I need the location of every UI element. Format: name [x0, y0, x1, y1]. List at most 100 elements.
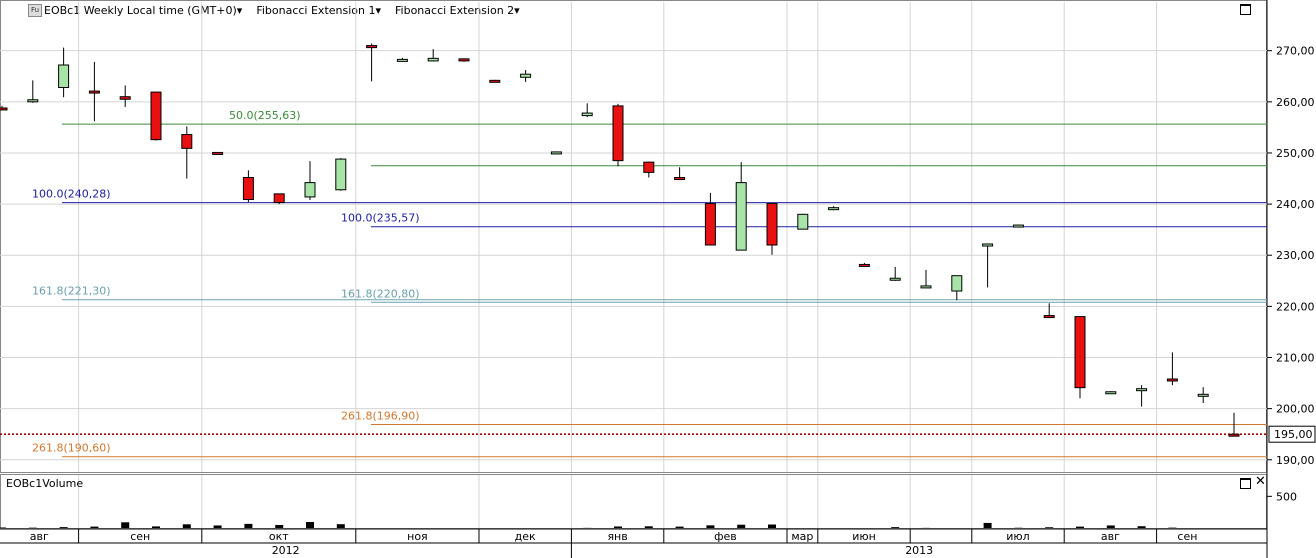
volume-pane-title: EOBc1Volume: [6, 477, 84, 490]
fib-level-label: 50.0(255,63): [229, 109, 301, 122]
candle-body: [212, 151, 224, 155]
candle-body: [643, 161, 655, 173]
maximize-price-pane-button[interactable]: [1240, 4, 1251, 15]
volume-bar: [644, 526, 653, 528]
volume-bar: [1137, 526, 1146, 528]
last-price-label: 195,00: [1274, 428, 1313, 441]
candle-body: [797, 213, 809, 230]
symbol-badge[interactable]: Fu: [28, 4, 42, 17]
month-label: окт: [269, 530, 289, 543]
candle-body: [1197, 393, 1209, 397]
volume-bar: [891, 527, 900, 528]
candle-body: [1166, 378, 1178, 382]
volume-bar: [182, 524, 191, 528]
candle-body: [242, 177, 254, 200]
fib-level-label: 261.8(190,60): [32, 442, 111, 455]
candle-body: [58, 64, 70, 88]
y-tick-label: 260,00: [1276, 96, 1315, 109]
chart-header: EOBc1 Weekly Local time (GMT+0)▾ Fibonac…: [44, 2, 520, 18]
y-tick-label: 190,00: [1276, 454, 1315, 467]
month-label: сен: [130, 530, 150, 543]
chart-title[interactable]: EOBc1 Weekly Local time (GMT+0)▾: [44, 3, 243, 17]
volume-bar: [1106, 525, 1115, 528]
month-label: авг: [1101, 530, 1120, 543]
candle-body: [612, 105, 624, 162]
candle-body: [396, 58, 408, 62]
month-label: фев: [714, 530, 737, 543]
month-label: сен: [1177, 530, 1197, 543]
candle-body: [735, 182, 747, 251]
candle-body: [366, 45, 378, 49]
y-tick-label: 220,00: [1276, 300, 1315, 313]
volume-bar: [306, 521, 314, 528]
fib-level-label: 261.8(196,90): [341, 409, 420, 422]
candle-body: [1228, 433, 1240, 437]
month-label: дек: [515, 530, 536, 543]
candle-body: [1136, 388, 1148, 392]
candle-body: [27, 99, 39, 103]
candle-body: [704, 203, 716, 246]
candle-body: [581, 112, 593, 117]
price-pane-frame: [0, 0, 1267, 473]
fib-level-label: 161.8(221,30): [32, 285, 111, 298]
y-tick-label: 200,00: [1276, 403, 1315, 416]
volume-bar: [614, 526, 622, 528]
candle-body: [335, 158, 347, 191]
y-tick-label: 230,00: [1276, 249, 1315, 262]
candle-body: [181, 134, 193, 149]
y-tick-label: 240,00: [1276, 198, 1315, 211]
volume-bar: [737, 524, 746, 528]
volume-bar: [244, 523, 253, 528]
candle-body: [150, 91, 162, 141]
candle-body: [1105, 391, 1117, 395]
fib-level-label: 100.0(240,28): [32, 188, 111, 201]
candle-body: [1074, 316, 1086, 389]
candle-body: [1012, 224, 1024, 228]
volume-bar: [336, 524, 345, 528]
candle-body: [982, 243, 994, 247]
candle-body: [1043, 315, 1055, 319]
study-fib-extension-1[interactable]: Fibonacci Extension 1▾: [256, 3, 382, 17]
candle-body: [0, 107, 8, 111]
candle-body: [951, 275, 963, 292]
candle-body: [489, 79, 501, 83]
volume-bar: [983, 522, 992, 528]
volume-bar: [1076, 526, 1084, 528]
month-label: мар: [791, 530, 813, 543]
fib-level-label: 161.8(220,80): [341, 287, 420, 300]
candle-body: [427, 57, 439, 62]
candle-body: [520, 73, 532, 78]
volume-bar: [90, 526, 99, 528]
month-label: июн: [852, 530, 876, 543]
y-tick-label: 210,00: [1276, 352, 1315, 365]
study-fib-extension-2[interactable]: Fibonacci Extension 2▾: [395, 3, 520, 17]
month-label: авг: [30, 530, 49, 543]
year-label: 2013: [905, 544, 933, 557]
volume-bar: [121, 522, 130, 528]
candle-body: [550, 151, 562, 155]
candle-body: [119, 96, 131, 100]
last-price-box: [1268, 425, 1316, 443]
candle-body: [766, 203, 778, 246]
candle-body: [858, 263, 870, 267]
y-tick-label: 270,00: [1276, 45, 1315, 58]
volume-bar: [768, 524, 776, 528]
fib-level-label: 100.0(235,57): [341, 212, 420, 225]
volume-bar: [275, 524, 284, 528]
volume-tick-label: 500: [1276, 490, 1297, 503]
month-label: янв: [607, 530, 627, 543]
volume-pane-frame: [0, 474, 1267, 529]
candle-body: [88, 90, 100, 94]
candle-body: [828, 207, 840, 211]
y-tick-label: 250,00: [1276, 147, 1315, 160]
volume-bar: [0, 527, 6, 528]
close-volume-pane-icon[interactable]: ✕: [1255, 474, 1266, 489]
month-label: ноя: [407, 530, 428, 543]
maximize-volume-pane-button[interactable]: [1240, 478, 1251, 489]
candle-body: [458, 58, 470, 62]
volume-bar: [152, 526, 160, 528]
volume-bar: [59, 527, 68, 528]
volume-bar: [213, 525, 222, 528]
